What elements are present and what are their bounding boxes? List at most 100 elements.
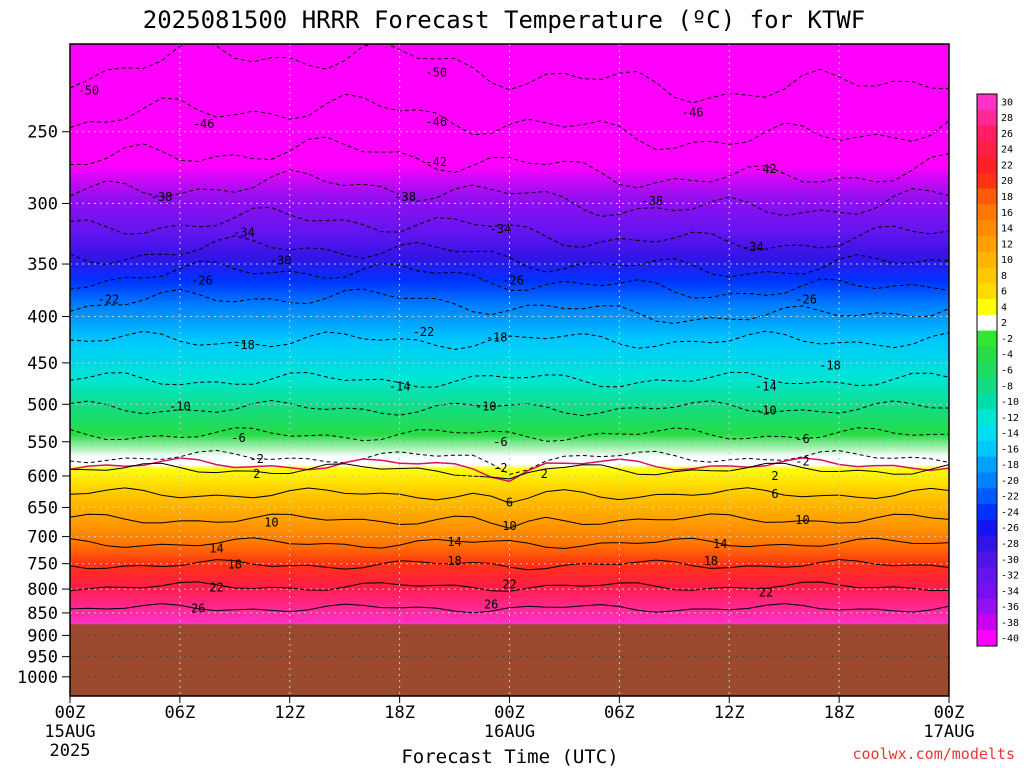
- contour-label: 2: [541, 467, 548, 481]
- below-ground-area: [70, 624, 949, 696]
- contour-label: -14: [755, 380, 777, 394]
- contour-label: -10: [475, 400, 497, 414]
- colorbar-label: -20: [1001, 476, 1019, 487]
- colorbar-label: -30: [1001, 555, 1019, 566]
- x-tick-label: 06Z: [165, 703, 196, 723]
- isotherm-0: [70, 457, 949, 483]
- contour-label: -2: [493, 461, 507, 475]
- isotherm--6: [70, 427, 949, 442]
- contour-label: 2: [771, 469, 778, 483]
- colorbar-label: 14: [1001, 224, 1013, 235]
- colorbar-label: -26: [1001, 523, 1019, 534]
- colorbar-swatch: [977, 409, 997, 426]
- colorbar-swatch: [977, 377, 997, 395]
- colorbar-label: -14: [1001, 429, 1019, 440]
- x-tick-year: 2025: [50, 741, 91, 761]
- y-tick-label: 250: [27, 123, 58, 143]
- contour-label: -26: [795, 292, 817, 306]
- isotherm--46: [70, 93, 949, 151]
- contour-label: -6: [493, 435, 507, 449]
- contour-label: 26: [484, 597, 498, 611]
- contour-label: 14: [447, 535, 461, 549]
- contour-label: -2: [250, 452, 264, 466]
- isotherm-14: [70, 537, 949, 550]
- x-tick-label: 18Z: [824, 703, 855, 723]
- colorbar-swatch: [977, 251, 997, 268]
- contour-label: 22: [209, 581, 223, 595]
- colorbar-swatch: [977, 630, 997, 647]
- contour-label: 22: [502, 578, 516, 592]
- y-tick-label: 950: [27, 648, 58, 668]
- y-tick-label: 450: [27, 354, 58, 374]
- isotherm--42: [70, 136, 949, 189]
- contour-label: -10: [169, 400, 191, 414]
- isotherm-10: [70, 513, 949, 529]
- colorbar-swatch: [977, 283, 997, 300]
- contour-label: 6: [506, 496, 513, 510]
- colorbar-label: 4: [1001, 302, 1007, 313]
- colorbar-swatch: [977, 362, 997, 379]
- colorbar-label: -18: [1001, 460, 1019, 471]
- colorbar-label: 16: [1001, 208, 1013, 219]
- contour-label: 18: [447, 554, 461, 568]
- contour-label: -34: [490, 222, 512, 236]
- colorbar-swatch: [977, 125, 997, 142]
- colorbar-label: -16: [1001, 444, 1019, 455]
- contour-label: -50: [425, 65, 447, 79]
- colorbar-swatch: [977, 456, 997, 473]
- colorbar-swatch: [977, 204, 997, 221]
- contour-label: -46: [682, 105, 704, 119]
- contour-labels: -50 -50 -46 -46 -46 -42 -42 -38 -38 -38 -34 -34 -34 -…: [77, 65, 840, 615]
- contour-label: -38: [151, 190, 173, 204]
- y-tick-label: 650: [27, 498, 58, 518]
- colorbar-swatch: [977, 614, 997, 631]
- y-tick-label: 600: [27, 467, 58, 487]
- colorbar-label: 18: [1001, 192, 1013, 203]
- colorbar-label: -24: [1001, 507, 1019, 518]
- contour-label: -38: [394, 190, 416, 204]
- contour-label: -22: [413, 325, 435, 339]
- isotherm--10: [70, 399, 949, 417]
- colorbar-label: 28: [1001, 113, 1013, 124]
- contour-label: 2: [253, 467, 260, 481]
- y-tick-label: 350: [27, 255, 58, 275]
- colorbar-label: -4: [1001, 350, 1013, 361]
- y-tick-label: 1000: [17, 668, 58, 688]
- colorbar-swatch: [977, 346, 997, 363]
- x-tick-label: 00Z: [55, 703, 86, 723]
- isotherm-6: [70, 487, 949, 504]
- contour-label: -34: [742, 240, 764, 254]
- colorbar-swatch: [977, 267, 997, 284]
- credit-text: coolwx.com/modelts: [852, 745, 1015, 763]
- contour-label: 18: [228, 558, 242, 572]
- colorbar-swatch: [977, 220, 997, 237]
- colorbar-swatch: [977, 535, 997, 552]
- contour-label: -10: [755, 404, 777, 418]
- x-tick-label: 12Z: [714, 703, 745, 723]
- contour-label: 26: [191, 601, 205, 615]
- isotherm--14: [70, 371, 949, 388]
- colorbar-swatch: [977, 330, 997, 347]
- colorbar-swatch: [977, 488, 997, 505]
- isotherm--22: [70, 288, 949, 324]
- colorbar-label: -10: [1001, 397, 1019, 408]
- contour-label: -50: [77, 83, 99, 97]
- contour-label: 14: [713, 537, 727, 551]
- colorbar-swatch: [977, 393, 997, 410]
- colorbar-label: 6: [1001, 287, 1007, 298]
- colorbar-label: 2: [1001, 318, 1007, 329]
- isotherm-26: [70, 603, 949, 614]
- contour-label: 22: [759, 586, 773, 600]
- y-tick-label: 800: [27, 580, 58, 600]
- chart-title: 2025081500 HRRR Forecast Temperature (ºC…: [143, 6, 865, 34]
- x-tick-label: 00Z: [494, 703, 525, 723]
- x-tick-date: 15AUG: [44, 722, 95, 742]
- contour-label: -18: [819, 358, 841, 372]
- colorbar-label: 22: [1001, 161, 1013, 172]
- y-tick-label: 550: [27, 433, 58, 453]
- colorbar-label: -40: [1001, 634, 1019, 645]
- contour-label: 10: [264, 515, 278, 529]
- contour-label: 10: [795, 513, 809, 527]
